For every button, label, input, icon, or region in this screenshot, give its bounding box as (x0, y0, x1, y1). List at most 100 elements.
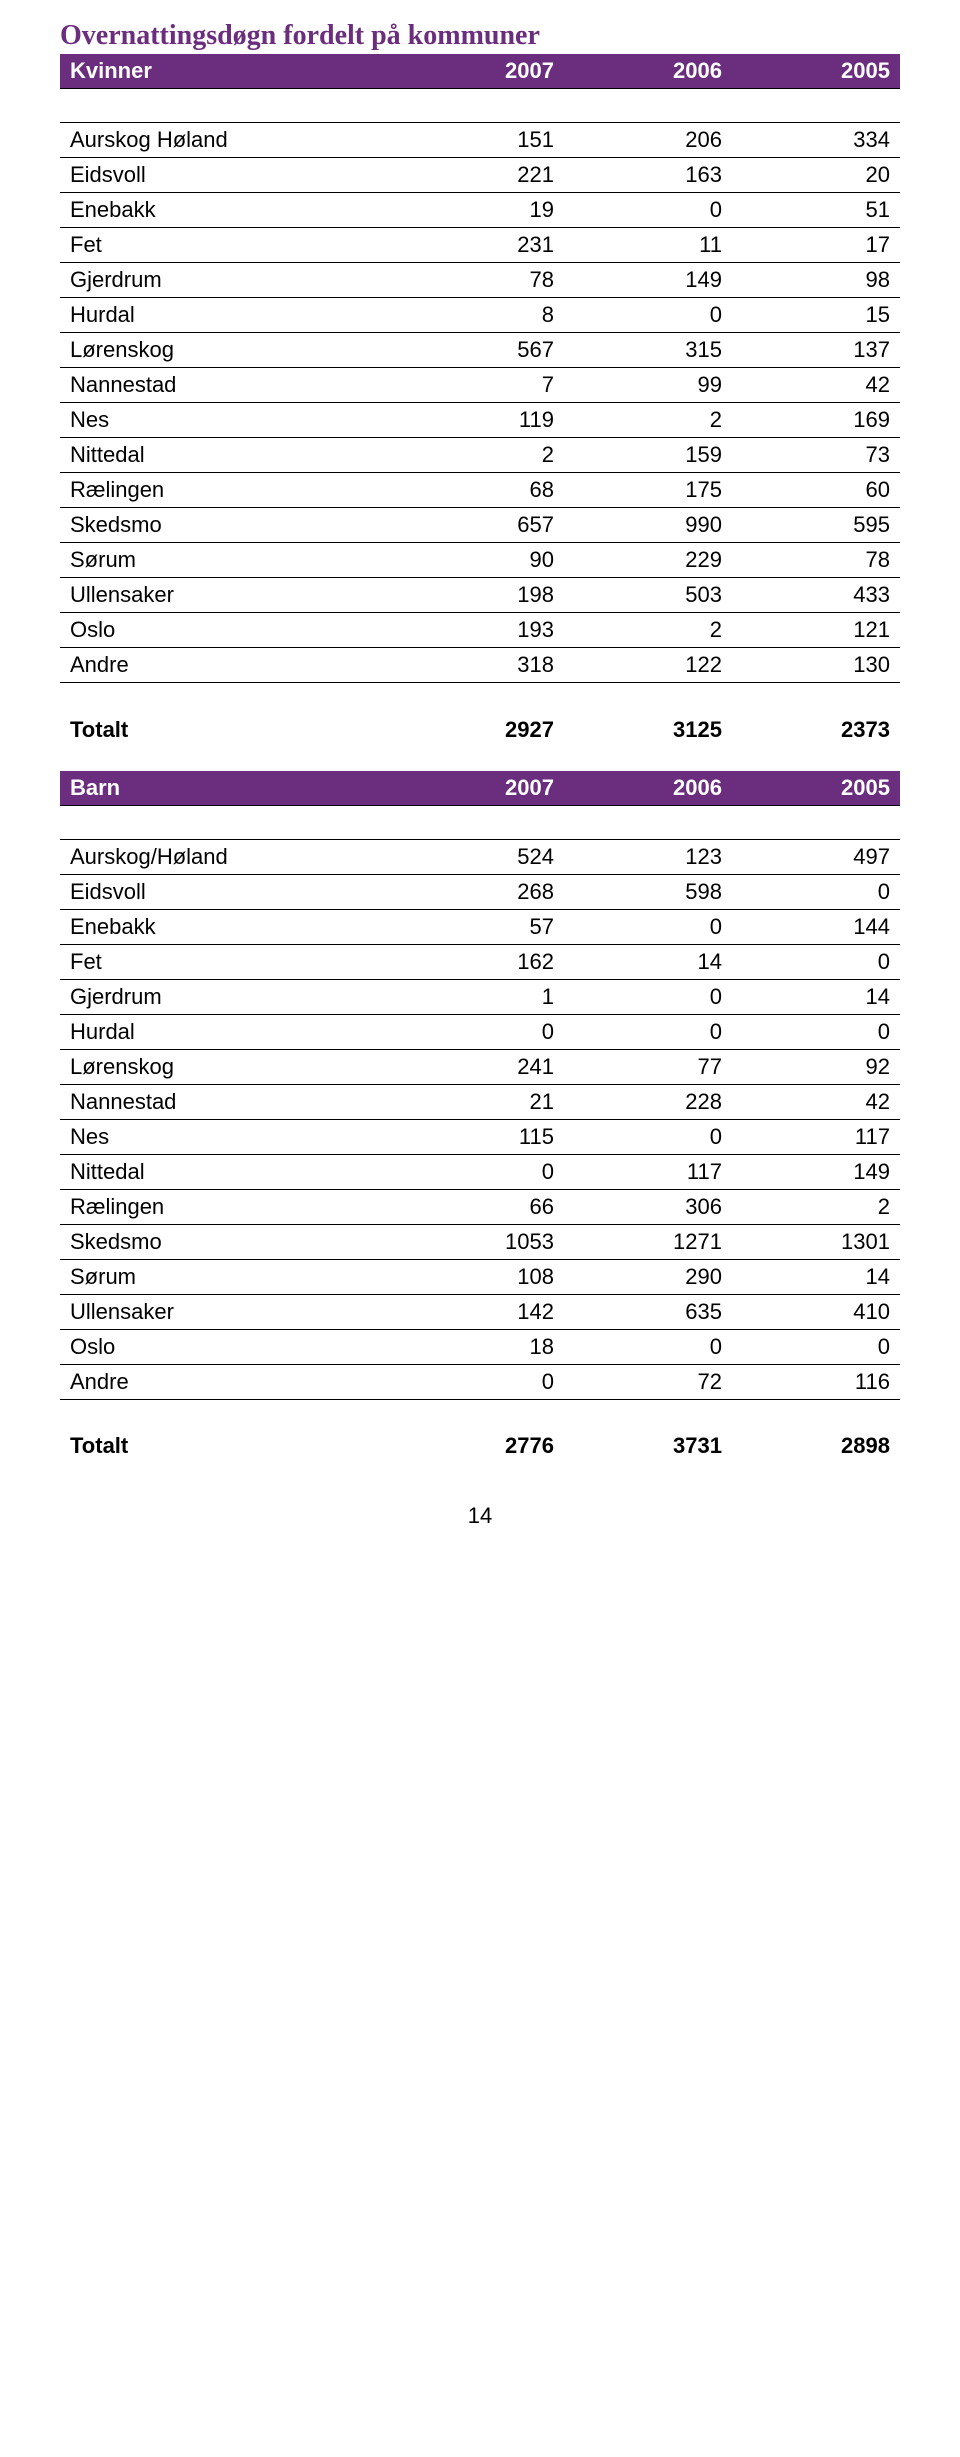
table-cell: 268 (396, 874, 564, 909)
table-cell: Sørum (60, 543, 396, 578)
table-cell: 595 (732, 508, 900, 543)
table-cell: 92 (732, 1049, 900, 1084)
table-cell: Oslo (60, 613, 396, 648)
table-row: Hurdal8015 (60, 298, 900, 333)
table-cell: 0 (564, 1329, 732, 1364)
table-cell: 0 (732, 1329, 900, 1364)
table-cell: 2 (564, 403, 732, 438)
table-cell: 567 (396, 333, 564, 368)
table-cell: 119 (396, 403, 564, 438)
page-title: Overnattingsdøgn fordelt på kommuner (60, 20, 900, 52)
table-cell: 318 (396, 648, 564, 683)
table-cell: 19 (396, 193, 564, 228)
table-cell: 163 (564, 158, 732, 193)
table-cell: Gjerdrum (60, 979, 396, 1014)
table-cell: Ullensaker (60, 1294, 396, 1329)
table-cell: 66 (396, 1189, 564, 1224)
table-cell: Nes (60, 403, 396, 438)
table-row: Nes1192169 (60, 403, 900, 438)
table-cell: 1 (396, 979, 564, 1014)
table-row: Ullensaker142635410 (60, 1294, 900, 1329)
table-cell: Lørenskog (60, 333, 396, 368)
table-cell: 229 (564, 543, 732, 578)
table-cell: Hurdal (60, 298, 396, 333)
data-table: Barn200720062005Aurskog/Høland524123497E… (60, 771, 900, 1464)
table-cell: 241 (396, 1049, 564, 1084)
table-row: Andre072116 (60, 1364, 900, 1399)
table-cell: 115 (396, 1119, 564, 1154)
table-cell: Aurskog/Høland (60, 839, 396, 874)
table-cell: 0 (396, 1014, 564, 1049)
table-cell: 78 (396, 263, 564, 298)
table-cell: Skedsmo (60, 1224, 396, 1259)
table-cell: 169 (732, 403, 900, 438)
table-header-cell: 2007 (396, 771, 564, 806)
table-cell: 598 (564, 874, 732, 909)
table-row: Fet162140 (60, 944, 900, 979)
table-cell: 290 (564, 1259, 732, 1294)
table-row: Enebakk570144 (60, 909, 900, 944)
table-cell: 206 (564, 123, 732, 158)
table-cell: 2 (396, 438, 564, 473)
table-cell: 334 (732, 123, 900, 158)
table-cell: 433 (732, 578, 900, 613)
table-cell: 1271 (564, 1224, 732, 1259)
page-number: 14 (60, 1503, 900, 1529)
table-row: Sørum9022978 (60, 543, 900, 578)
table-cell: Nittedal (60, 1154, 396, 1189)
total-cell: 3731 (564, 1429, 732, 1463)
table-cell: 21 (396, 1084, 564, 1119)
table-cell: 121 (732, 613, 900, 648)
table-cell: Enebakk (60, 193, 396, 228)
table-cell: Enebakk (60, 909, 396, 944)
table-cell: Nittedal (60, 438, 396, 473)
table-cell: 68 (396, 473, 564, 508)
total-cell: 2927 (396, 713, 564, 747)
table-row: Nes1150117 (60, 1119, 900, 1154)
data-table: Kvinner200720062005Aurskog Høland1512063… (60, 54, 900, 747)
table-cell: 0 (396, 1364, 564, 1399)
table-header-cell: Barn (60, 771, 396, 806)
table-row: Skedsmo105312711301 (60, 1224, 900, 1259)
table-cell: Ullensaker (60, 578, 396, 613)
table-cell: 122 (564, 648, 732, 683)
table-cell: Oslo (60, 1329, 396, 1364)
table-cell: 15 (732, 298, 900, 333)
table-cell: 20 (732, 158, 900, 193)
total-cell: 3125 (564, 713, 732, 747)
table-cell: 42 (732, 1084, 900, 1119)
table-cell: Eidsvoll (60, 158, 396, 193)
table-cell: 635 (564, 1294, 732, 1329)
table-cell: 137 (732, 333, 900, 368)
table-cell: 231 (396, 228, 564, 263)
table-cell: 503 (564, 578, 732, 613)
table-cell: Aurskog Høland (60, 123, 396, 158)
table-cell: Nes (60, 1119, 396, 1154)
total-cell: 2373 (732, 713, 900, 747)
table-cell: 98 (732, 263, 900, 298)
table-cell: 11 (564, 228, 732, 263)
table-cell: 0 (564, 193, 732, 228)
table-cell: Nannestad (60, 368, 396, 403)
table-row: Oslo1932121 (60, 613, 900, 648)
table-cell: 42 (732, 368, 900, 403)
total-row: Totalt277637312898 (60, 1429, 900, 1463)
table-cell: 2 (564, 613, 732, 648)
table-cell: 1053 (396, 1224, 564, 1259)
table-row: Gjerdrum7814998 (60, 263, 900, 298)
table-cell: Gjerdrum (60, 263, 396, 298)
table-cell: 90 (396, 543, 564, 578)
table-cell: 162 (396, 944, 564, 979)
table-cell: 149 (564, 263, 732, 298)
table-cell: Andre (60, 648, 396, 683)
tables-container: Kvinner200720062005Aurskog Høland1512063… (60, 54, 900, 1463)
table-cell: Fet (60, 228, 396, 263)
table-cell: Hurdal (60, 1014, 396, 1049)
total-cell: Totalt (60, 713, 396, 747)
table-cell: 14 (564, 944, 732, 979)
total-cell: 2776 (396, 1429, 564, 1463)
table-cell: 221 (396, 158, 564, 193)
table-header-row: Kvinner200720062005 (60, 54, 900, 89)
total-row: Totalt292731252373 (60, 713, 900, 747)
table-cell: 410 (732, 1294, 900, 1329)
